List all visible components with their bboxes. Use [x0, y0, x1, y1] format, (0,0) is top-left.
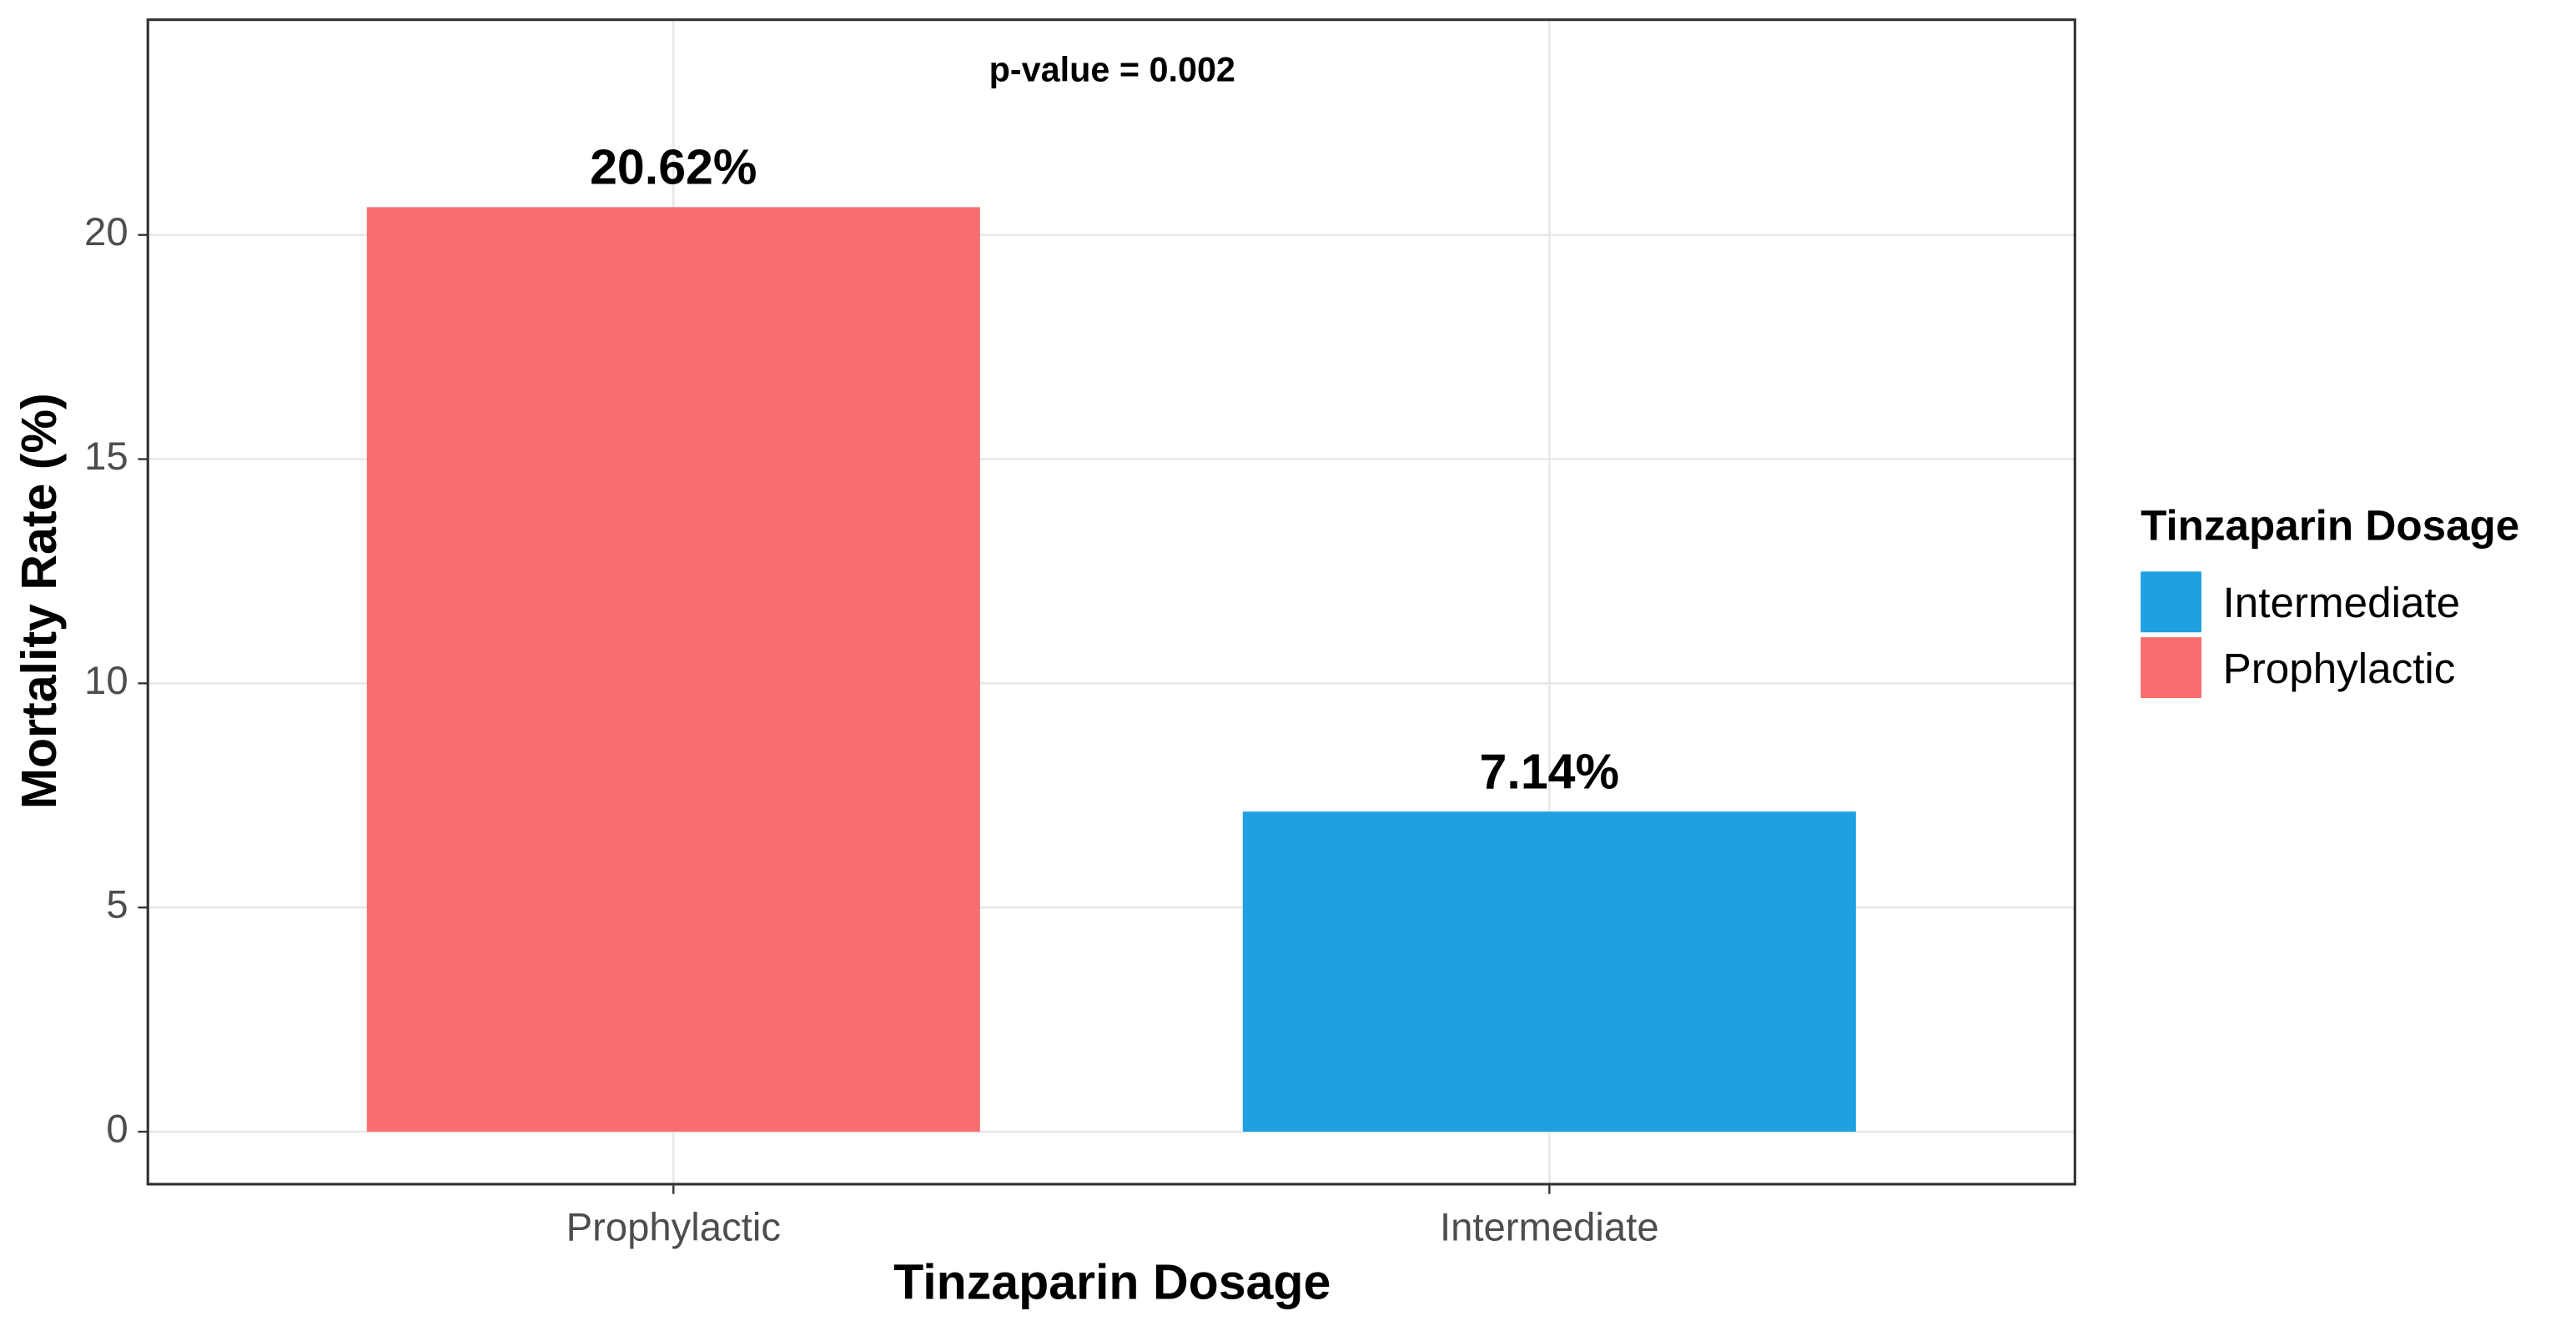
annotation: p-value = 0.002	[989, 51, 1235, 89]
y-axis-title: Mortality Rate (%)	[12, 393, 67, 809]
legend-label: Intermediate	[2223, 579, 2461, 626]
x-axis-title: Tinzaparin Dosage	[893, 1255, 1331, 1310]
panel-border	[146, 18, 2076, 1186]
value-label: 7.14%	[1480, 744, 1620, 799]
legend-swatch	[2141, 637, 2201, 698]
y-tick-label: 20	[84, 210, 128, 254]
y-tick-label: 15	[84, 434, 128, 479]
y-tick-label: 0	[106, 1107, 128, 1152]
legend-title: Tinzaparin Dosage	[2141, 502, 2519, 550]
x-tick-label: Intermediate	[1440, 1206, 1659, 1250]
value-label: 20.62%	[590, 140, 757, 195]
legend-swatch	[2141, 571, 2201, 633]
y-tick-label: 10	[84, 659, 128, 703]
x-tick-label: Prophylactic	[566, 1206, 781, 1250]
legend-label: Prophylactic	[2223, 645, 2456, 692]
y-tick-label: 5	[106, 883, 128, 927]
bar	[366, 207, 980, 1133]
bar	[1242, 811, 1856, 1133]
